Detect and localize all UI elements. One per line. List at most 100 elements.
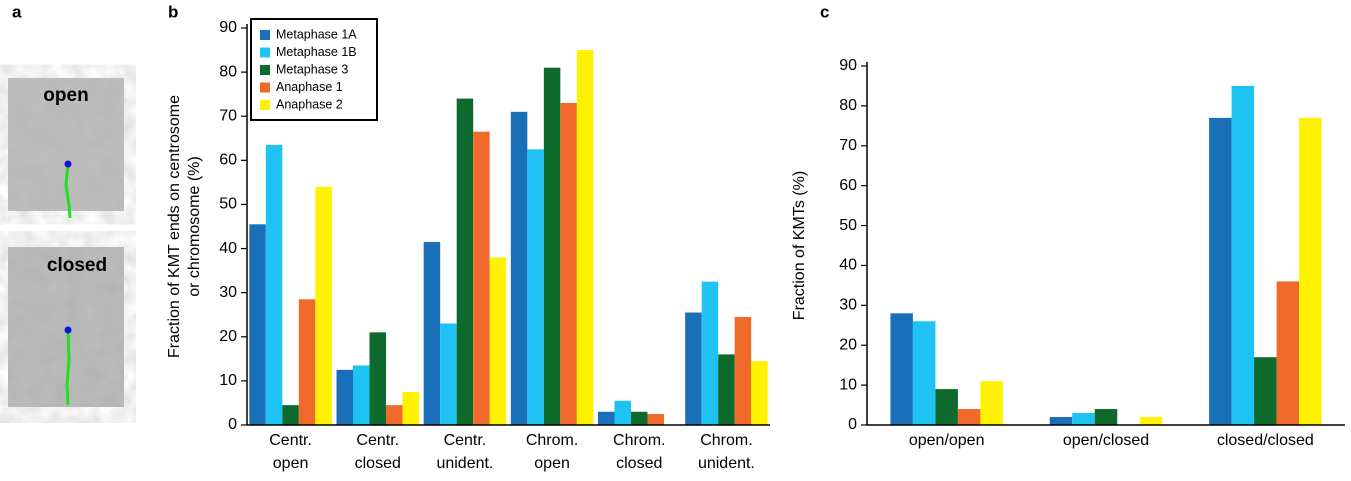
y-tick-label: 30: [219, 284, 237, 301]
x-tick-label: closed/closed: [1217, 432, 1314, 449]
bar: [1209, 117, 1232, 425]
legend-label: Metaphase 1B: [276, 45, 357, 59]
bar: [935, 389, 958, 425]
y-tick-label: 80: [219, 63, 237, 80]
image-open: open: [8, 78, 124, 219]
panel-label: a: [12, 2, 22, 21]
x-tick-label: Centr. closed: [355, 432, 401, 472]
kmt-trace: [64, 163, 72, 219]
bar: [510, 111, 528, 426]
legend-swatch: [260, 82, 270, 93]
bar: [265, 144, 283, 425]
x-tick-label: Chrom. unident.: [698, 432, 755, 472]
bar: [315, 186, 332, 425]
y-tick-label: 60: [219, 152, 237, 169]
bar: [386, 405, 403, 425]
bar: [543, 67, 561, 425]
x-tick-label-line: Chrom.: [526, 432, 578, 449]
bar: [1276, 281, 1300, 425]
legend-label: Metaphase 1A: [276, 27, 357, 41]
bar: [249, 224, 266, 425]
bar: [957, 409, 981, 425]
bar: [336, 369, 353, 425]
bar: [1049, 417, 1073, 425]
image-closed: closed: [8, 247, 124, 407]
panel-label: b: [168, 2, 178, 21]
y-tick-label: 60: [839, 177, 857, 194]
bar: [685, 312, 702, 425]
legend-label: Anaphase 1: [276, 80, 343, 94]
legend-swatch: [260, 65, 270, 75]
bar: [751, 361, 768, 425]
bar: [631, 411, 648, 425]
y-tick-label: 20: [219, 328, 237, 345]
y-tick-label: 40: [219, 240, 237, 257]
bar: [298, 299, 316, 425]
x-tick-label-line: unident.: [698, 455, 755, 472]
y-tick-label: 50: [839, 217, 857, 234]
bar: [912, 321, 936, 425]
x-tick-label: open/closed: [1063, 432, 1149, 449]
x-tick-label-line: unident.: [436, 455, 493, 472]
bar: [1139, 417, 1163, 425]
x-tick-label-line: open: [534, 455, 570, 472]
legend-label: Anaphase 2: [276, 97, 343, 111]
bar: [423, 241, 441, 425]
bar: [614, 400, 631, 425]
x-tick-label: Chrom. closed: [613, 432, 665, 472]
y-tick-label: 70: [219, 107, 237, 124]
legend-label: Metaphase 3: [276, 62, 348, 76]
bar: [598, 411, 615, 425]
kmt-trace: [65, 329, 71, 406]
bar: [734, 316, 752, 425]
legend-swatch: [260, 47, 270, 58]
y-tick-label: 10: [839, 376, 857, 393]
x-tick-label-line: Centr.: [269, 432, 312, 449]
bar: [527, 149, 544, 426]
image-label: closed: [47, 255, 107, 276]
x-tick-label: open/open: [909, 432, 985, 449]
bar: [718, 354, 735, 425]
x-tick-label: Chrom. open: [526, 432, 578, 472]
kmt-end: [64, 326, 72, 334]
bar: [560, 102, 577, 425]
bar: [1231, 85, 1255, 425]
x-tick-label: Centr. unident.: [436, 432, 493, 472]
bar: [440, 323, 457, 425]
x-tick-label-line: Chrom.: [613, 432, 665, 449]
y-tick-label: 70: [839, 137, 857, 154]
bar: [1094, 409, 1118, 425]
bar: [473, 131, 490, 425]
bar: [890, 313, 913, 425]
y-tick-label: 0: [228, 416, 237, 433]
x-tick-label-line: closed: [355, 455, 401, 472]
bar: [489, 257, 507, 425]
bar: [1072, 413, 1095, 425]
legend-box: [250, 18, 378, 121]
bar: [1254, 357, 1277, 425]
panel-label: c: [820, 2, 829, 21]
bar: [1299, 117, 1322, 425]
x-tick-label-line: Centr.: [444, 432, 487, 449]
x-tick-label-line: closed: [616, 455, 662, 472]
x-tick-label: Centr. open: [269, 432, 312, 472]
y-tick-label: 80: [839, 97, 857, 114]
y-tick-label: 50: [219, 196, 237, 213]
kmt-end: [64, 160, 72, 168]
bar: [980, 381, 1003, 425]
bar: [456, 98, 474, 426]
y-tick-label: 40: [839, 257, 857, 274]
y-tick-label: 10: [219, 372, 237, 389]
bar: [282, 405, 299, 425]
y-tick-label: 90: [839, 57, 857, 74]
y-axis-title: Fraction of KMTs (%): [791, 171, 808, 320]
y-tick-label: 90: [219, 19, 237, 36]
bar: [353, 365, 370, 425]
x-tick-label-line: Chrom.: [700, 432, 752, 449]
bar: [402, 391, 419, 425]
x-tick-label-line: Centr.: [356, 432, 399, 449]
image-label: open: [43, 85, 88, 106]
bar: [576, 50, 594, 426]
x-tick-label-line: open: [273, 455, 309, 472]
